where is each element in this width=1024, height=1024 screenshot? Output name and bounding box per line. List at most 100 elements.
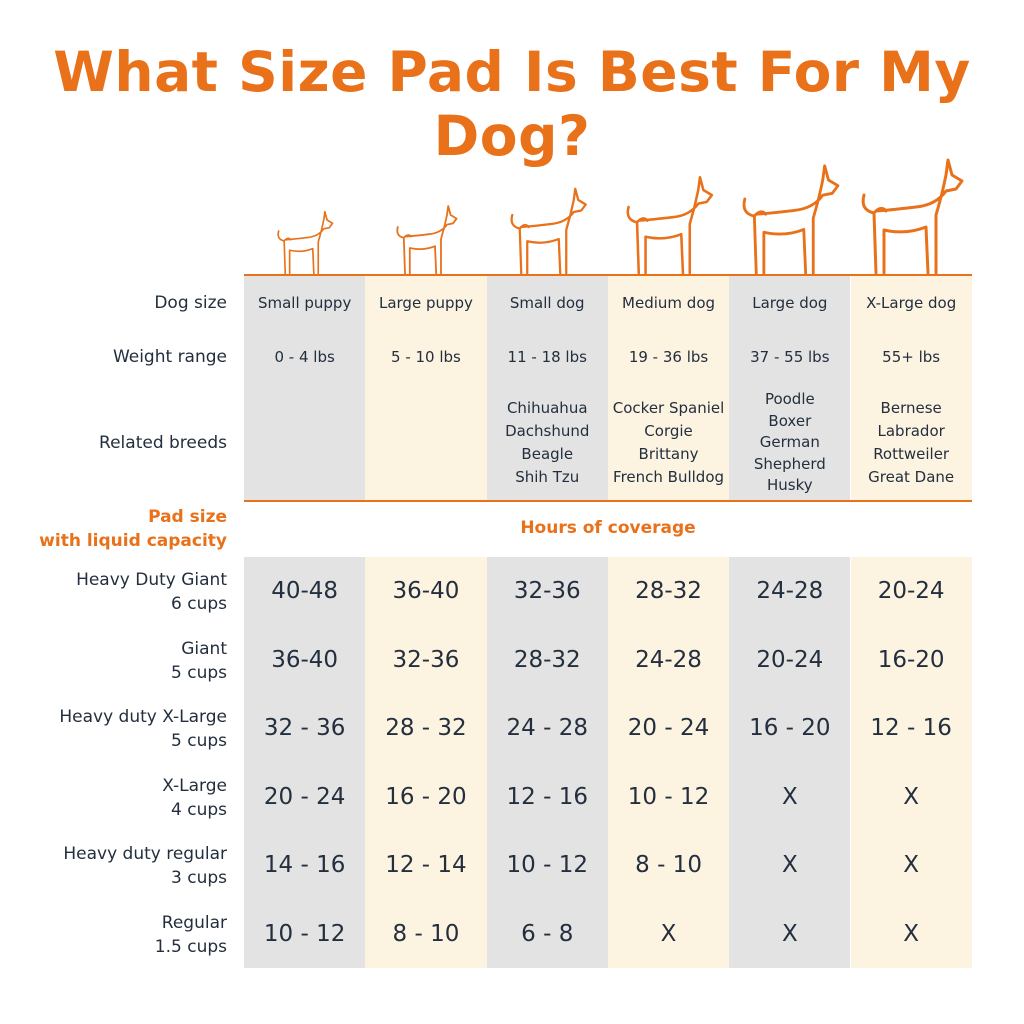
column-bg-top xyxy=(244,276,366,501)
hours-cell: 36-40 xyxy=(392,578,460,605)
breed-name: Corgie xyxy=(644,422,693,440)
hours-cell: X xyxy=(903,920,920,947)
weight-range: 37 - 55 lbs xyxy=(750,348,830,366)
pad-capacity: 4 cups xyxy=(171,799,227,820)
weight-range: 11 - 18 lbs xyxy=(507,348,587,366)
dog-size: Medium dog xyxy=(622,294,716,312)
hours-cell: 16 - 20 xyxy=(749,715,831,742)
hours-cell: X xyxy=(781,852,798,879)
hours-cell: 28-32 xyxy=(635,578,702,605)
hours-cell: 6 - 8 xyxy=(521,920,574,947)
pad-name: Heavy duty X-Large xyxy=(59,707,227,727)
related-breeds xyxy=(244,386,365,500)
weight-range-label: Weight range xyxy=(112,347,227,367)
pad-size-header: Pad size xyxy=(148,507,227,527)
breed-name: Poodle xyxy=(764,390,815,409)
dog-size: Small puppy xyxy=(257,294,352,312)
column-bg-bottom xyxy=(486,557,608,968)
medium-dog-icon xyxy=(626,175,714,275)
column-bg-top xyxy=(729,276,851,501)
hours-cell: 28-32 xyxy=(513,646,581,673)
hours-cell: 12 - 16 xyxy=(870,715,952,742)
small-puppy-icon xyxy=(277,210,334,275)
weight-range: 5 - 10 lbs xyxy=(391,348,461,366)
hours-cell: 10 - 12 xyxy=(627,783,710,810)
hours-cell: 10 - 12 xyxy=(506,852,588,879)
xlarge-dog-icon xyxy=(861,158,964,275)
column-bg-top xyxy=(486,276,608,501)
column-bg-bottom xyxy=(244,557,366,968)
related-breeds: Bernese Labrador Rottweiler Great Dane xyxy=(851,386,972,500)
breed-name: Labrador xyxy=(877,422,945,440)
breed-name: Boxer xyxy=(768,411,812,430)
divider xyxy=(244,274,972,276)
column-bg-bottom xyxy=(850,557,972,968)
hours-cell: 32 - 36 xyxy=(263,715,346,742)
hours-cell: 10 - 12 xyxy=(263,920,346,947)
pad-capacity: 1.5 cups xyxy=(154,936,227,957)
hours-cell: 32-36 xyxy=(392,646,460,673)
pad-name: Regular xyxy=(161,912,227,933)
large-puppy-icon xyxy=(396,205,458,275)
breed-name: Chihuahua xyxy=(506,399,588,417)
hours-cell: X xyxy=(781,920,798,947)
breed-name: Dachshund xyxy=(505,422,590,440)
dog-size: X-Large dog xyxy=(866,294,957,312)
hours-cell: 24-28 xyxy=(756,578,824,605)
pad-name: X-Large xyxy=(162,775,227,796)
hours-cell: 16 - 20 xyxy=(385,783,467,810)
related-breeds-label: Related breeds xyxy=(99,433,227,453)
hours-cell: 8 - 10 xyxy=(392,920,460,947)
hours-cell: X xyxy=(660,920,677,947)
column-bg-bottom xyxy=(729,557,851,968)
related-breeds: Chihuahua Dachshund Beagle Shih Tzu xyxy=(487,386,608,500)
hours-cell: X xyxy=(781,783,798,810)
hours-cell: 8 - 10 xyxy=(635,852,702,879)
hours-cell: X xyxy=(903,852,920,879)
column-bg-top xyxy=(607,276,730,501)
pad-name: Giant xyxy=(181,638,227,659)
hours-cell: 12 - 16 xyxy=(506,783,588,810)
hours-cell: 20-24 xyxy=(877,578,945,605)
pad-capacity: 3 cups xyxy=(171,868,227,888)
column-bg-bottom xyxy=(607,557,730,968)
hours-cell: 20-24 xyxy=(756,646,824,673)
hours-of-coverage-header: Hours of coverage xyxy=(520,518,696,538)
hours-cell: 16-20 xyxy=(877,646,945,673)
hours-cell: 20 - 24 xyxy=(627,715,710,742)
hours-cell: 36-40 xyxy=(271,646,339,673)
weight-range: 0 - 4 lbs xyxy=(274,348,335,366)
dog-size: Large dog xyxy=(752,294,828,312)
hours-cell: 20 - 24 xyxy=(263,783,346,810)
hours-cell: 24-28 xyxy=(635,646,702,673)
hours-cell: 40-48 xyxy=(271,578,339,605)
hours-cell: 12 - 14 xyxy=(385,852,467,879)
related-breeds xyxy=(365,386,486,500)
column-bg-bottom xyxy=(365,557,487,968)
hours-cell: X xyxy=(903,783,920,810)
breed-name: Shih Tzu xyxy=(515,468,580,486)
breed-name: French Bulldog xyxy=(613,468,725,486)
hours-cell: 28 - 32 xyxy=(385,715,467,742)
dog-size: Small dog xyxy=(509,294,585,312)
breed-name: Cocker Spaniel xyxy=(612,399,725,417)
pad-capacity: 5 cups xyxy=(171,662,227,683)
column-bg-top xyxy=(850,276,972,501)
dog-size: Large puppy xyxy=(378,294,473,312)
page-title: What Size Pad Is Best For My Dog? xyxy=(53,40,971,168)
pad-capacity: 6 cups xyxy=(171,594,227,614)
breed-name: Great Dane xyxy=(868,468,955,486)
dog-size-label: Dog size xyxy=(154,293,227,313)
related-breeds: Cocker Spaniel Corgie Brittany French Bulld… xyxy=(608,386,729,500)
breed-name: Bernese xyxy=(880,399,942,417)
pad-name: Heavy Duty Giant xyxy=(76,570,227,590)
hours-cell: 24 - 28 xyxy=(506,715,588,742)
pad-size-subheader: with liquid capacity xyxy=(39,531,227,551)
small-dog-icon xyxy=(510,187,587,275)
divider xyxy=(244,500,972,502)
weight-range: 19 - 36 lbs xyxy=(628,348,709,366)
related-breeds: Poodle Boxer German Shepherd Husky xyxy=(729,386,850,500)
weight-range: 55+ lbs xyxy=(882,348,941,366)
breed-name: Brittany xyxy=(638,445,699,463)
hours-cell: 32-36 xyxy=(513,578,581,605)
